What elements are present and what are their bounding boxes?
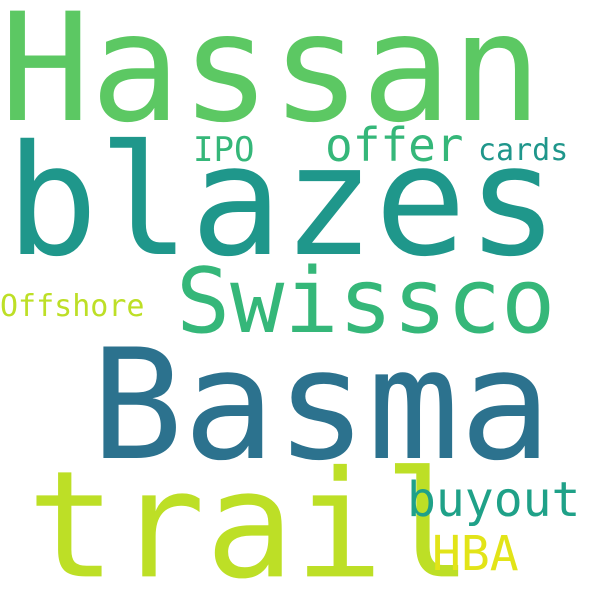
word-hba: HBA <box>432 526 519 582</box>
word-basma: Basma <box>91 317 552 495</box>
word-ipo: IPO <box>193 130 255 170</box>
word-swissco: Swissco <box>176 249 556 354</box>
word-cards: cards <box>478 133 569 168</box>
word-offshore: Offshore <box>0 289 145 324</box>
word-hassan: Hassan <box>0 0 542 156</box>
word-offer: offer <box>325 118 464 172</box>
word-trail: trail <box>27 440 473 600</box>
word-blazes: blazes <box>6 113 559 291</box>
word-buyout: buyout <box>407 472 581 528</box>
